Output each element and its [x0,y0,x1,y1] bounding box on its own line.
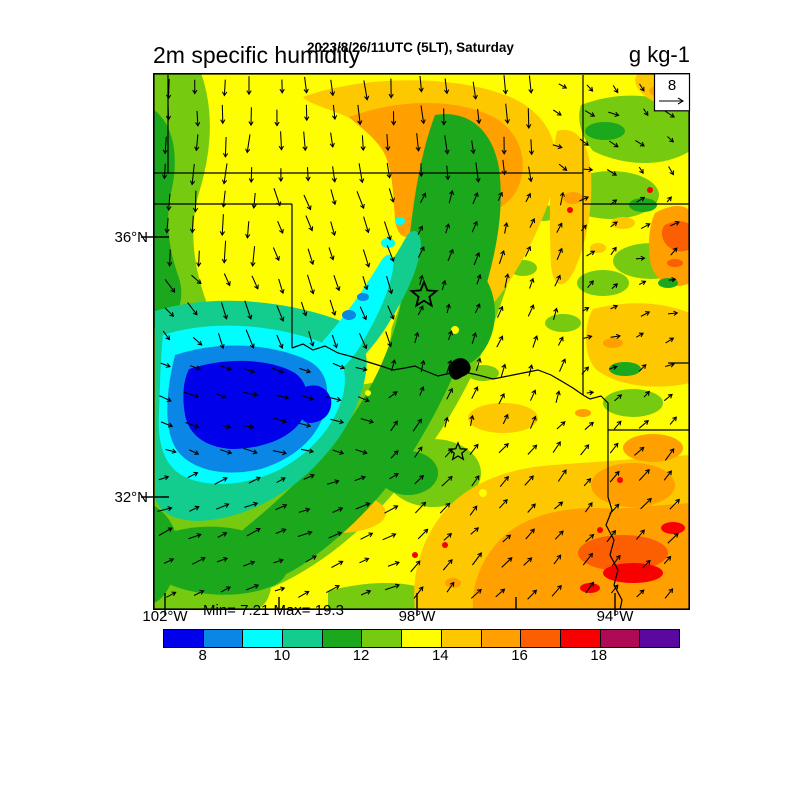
dark-green-patches [153,109,678,603]
colorbar-segment [164,630,203,647]
colorbar-segment [321,630,362,647]
colorbar-tick-label: 16 [511,647,528,664]
star-marker [447,441,469,461]
lake-texoma-marker [448,358,471,380]
state-borders-layer [153,75,690,611]
wind-vector-layer [157,75,680,600]
yellow-specks [365,326,487,497]
units-label: g kg-1 [628,42,690,67]
colorbar-tick-label: 14 [431,647,449,664]
colorbar-tick-label: 8 [198,647,207,664]
reference-vector-box: 8 [653,73,691,112]
colorbar [163,629,680,648]
axis-ticks [141,236,616,616]
humidity-map: 8 [141,73,691,616]
valid-time: 2023/8/26/11UTC (5LT), Saturday [307,40,514,55]
colorbar-segment [282,630,322,647]
colorbar-segment [361,630,402,647]
lat-label-36n: 36°N [114,229,148,246]
red-river-line [291,343,584,396]
colorbar-segment [401,630,441,647]
star-marker-layer [409,279,469,461]
colorbar-segment [599,630,640,647]
lon-label-98w: 98°W [398,608,436,625]
blue-minimum-patches [183,360,332,449]
humidity-field-layer [153,73,690,610]
colorbar-segment [242,630,283,647]
lon-label-94w: 94°W [596,608,634,625]
colorbar-tick-label: 12 [352,647,370,664]
star-marker [409,279,439,308]
map-frame [153,73,691,611]
page-title: 2m specific humidity [153,42,361,68]
colorbar-segment [480,630,521,647]
colorbar-segment [559,630,600,647]
reference-vector-arrow-icon [659,97,685,105]
colorbar-tick-label: 10 [273,647,291,664]
wind-vectors [157,75,680,600]
texas-louisiana-border-line [582,394,623,611]
red-patches [412,187,690,593]
colorbar-tick-label: 18 [590,647,608,664]
lat-label-32n: 32°N [114,489,148,506]
colorbar-segment [440,630,481,647]
min-max-stats: Min= 7.21 Max= 19.3 [203,602,344,619]
reference-vector-value: 8 [668,77,676,94]
colorbar-segment [520,630,560,647]
map-panel: 8 [141,73,691,616]
colorbar-segment [639,630,679,647]
colorbar-segment [202,630,243,647]
lon-label-102w: 102°W [142,608,188,625]
